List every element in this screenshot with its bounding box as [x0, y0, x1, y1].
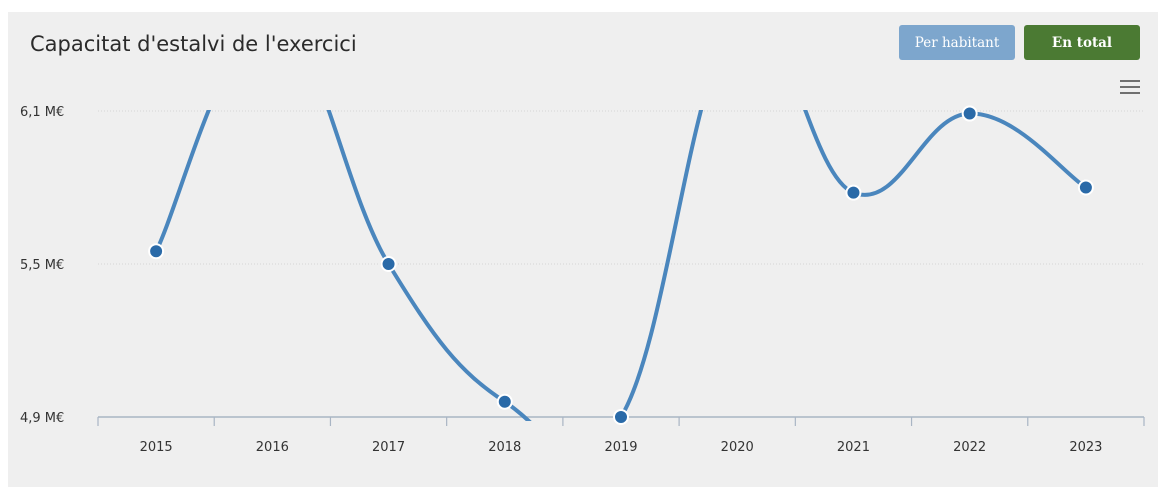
y-tick-label: 5,5 M€	[20, 258, 64, 273]
data-point	[845, 184, 862, 201]
data-point	[1077, 179, 1094, 196]
chart-panel: Capacitat d'estalvi de l'exercici Per ha…	[8, 12, 1158, 487]
data-point	[613, 409, 629, 425]
x-tick-label: 2021	[837, 440, 870, 455]
x-tick-label: 2022	[953, 440, 986, 455]
x-tick-label: 2016	[256, 440, 289, 455]
x-tick-label: 2018	[488, 440, 521, 455]
x-tick-label: 2023	[1069, 440, 1102, 455]
x-tick-label: 2019	[604, 440, 637, 455]
hamburger-menu-icon[interactable]	[1120, 80, 1142, 96]
data-point	[148, 243, 165, 260]
y-tick-label: 4,9 M€	[20, 411, 64, 426]
series-line	[154, 110, 1088, 421]
en-total-button[interactable]: En total	[1024, 25, 1140, 60]
y-tick-label: 6,1 M€	[20, 105, 64, 120]
x-tick-label: 2020	[721, 440, 754, 455]
data-point	[961, 105, 978, 122]
line-chart: 4,9 M€ 5,5 M€ 6,1 M€ 2015 2016 2017 2018 2019 20…	[20, 105, 1145, 455]
per-habitant-button[interactable]: Per habitant	[899, 25, 1015, 60]
data-point	[496, 393, 513, 410]
x-tick-label: 2015	[140, 440, 173, 455]
chart-title: Capacitat d'estalvi de l'exercici	[30, 32, 357, 56]
data-point	[380, 256, 397, 272]
x-tick-label: 2017	[372, 440, 405, 455]
